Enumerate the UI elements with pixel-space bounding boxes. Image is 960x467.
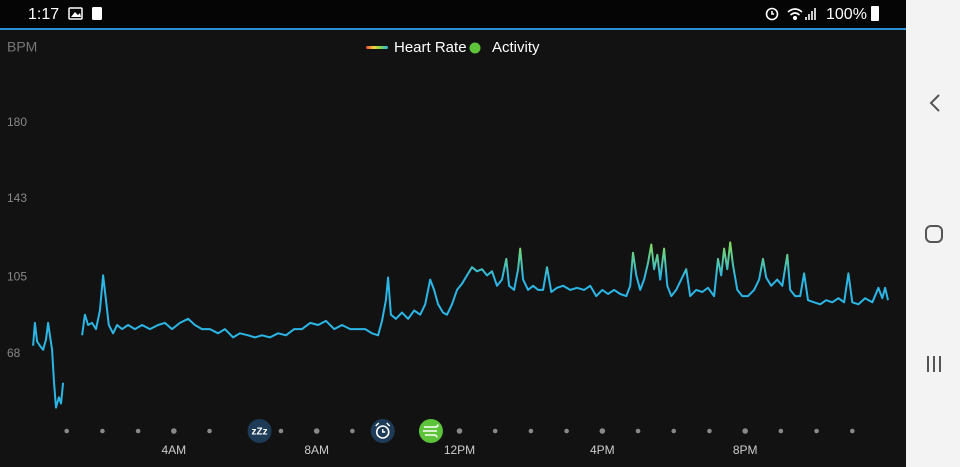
x-minor-tick (278, 428, 284, 434)
navigation-bar (906, 0, 960, 467)
y-tick-label: 105 (7, 270, 27, 284)
x-minor-tick (64, 428, 70, 434)
x-tick-dot (456, 428, 463, 434)
event-icon: zZz (247, 419, 272, 443)
x-minor-tick (492, 428, 498, 434)
activity-glyph (422, 424, 439, 438)
status-icons-left (68, 7, 102, 20)
x-minor-tick (135, 428, 141, 434)
y-tick-label: 180 (7, 115, 27, 129)
x-tick-label: 8PM (733, 443, 758, 457)
status-time: 1:17 (28, 6, 59, 23)
x-tick-label: 4PM (590, 443, 615, 457)
x-tick-label: 12PM (444, 443, 475, 457)
x-minor-tick (350, 428, 355, 434)
event-badge (247, 419, 272, 443)
x-minor-tick (564, 428, 569, 434)
x-minor-tick (528, 428, 534, 434)
x-minor-tick (778, 428, 784, 434)
battery-icon (871, 6, 879, 21)
x-minor-tick (671, 428, 677, 434)
x-minor-tick (814, 428, 819, 434)
legend-swatch (366, 46, 388, 49)
status-bar (0, 0, 906, 28)
x-tick-label: 8AM (304, 443, 329, 457)
y-tick-label: 68 (7, 346, 21, 360)
nav-recents[interactable] (927, 356, 941, 372)
x-minor-tick (707, 428, 712, 434)
status-divider (0, 28, 906, 30)
alarm-face (375, 425, 390, 439)
event-icon (370, 419, 395, 443)
heart-rate-line (32, 241, 889, 409)
legend-label: Heart Rate (394, 39, 467, 56)
x-tick-dot (313, 428, 320, 434)
legend-dot (469, 42, 481, 54)
nav-home[interactable] (925, 225, 943, 243)
status-battery: 100% (826, 6, 867, 23)
event-icon (418, 419, 443, 443)
x-minor-tick (635, 428, 641, 434)
chart-background (0, 0, 906, 467)
alarm-hands (375, 422, 391, 433)
nav-back[interactable] (929, 94, 940, 112)
x-tick-label: 4AM (161, 443, 186, 457)
x-tick-dot (599, 428, 606, 434)
x-tick-dot (742, 428, 748, 434)
x-minor-tick (207, 428, 212, 434)
x-minor-tick (849, 428, 855, 434)
legend-label: Activity (492, 39, 540, 56)
event-label: zZz (251, 427, 267, 438)
status-icons-right (765, 7, 816, 21)
y-axis-label: BPM (7, 39, 37, 55)
y-tick-label: 143 (7, 191, 27, 205)
x-tick-dot (171, 428, 177, 434)
x-minor-tick (100, 428, 105, 434)
